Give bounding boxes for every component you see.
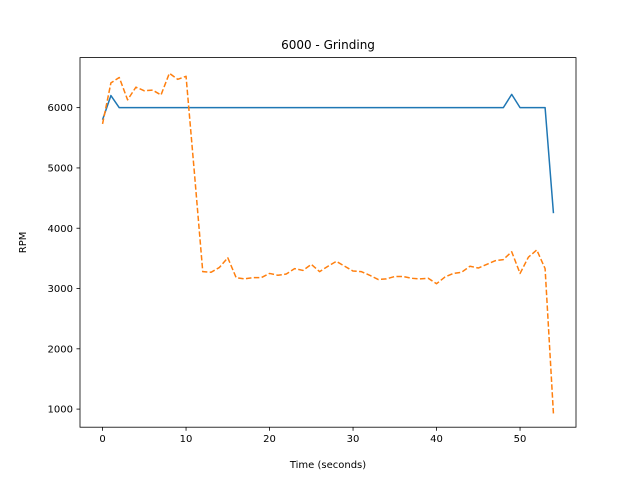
plot-frame — [79, 57, 577, 428]
x-tick-label: 50 — [514, 434, 527, 445]
series-line-2 — [101, 72, 555, 414]
y-tick-label: 2000 — [48, 344, 73, 355]
series-layer — [101, 72, 555, 414]
plot-area — [80, 57, 576, 428]
y-tick-label: 6000 — [48, 103, 73, 114]
y-axis: 1000 2000 3000 4000 5000 6000 — [48, 103, 80, 416]
y-tick-label: 4000 — [48, 224, 73, 235]
chart-title: 6000 - Grinding — [281, 38, 375, 52]
x-tick-label: 40 — [430, 434, 443, 445]
x-axis: 0 10 20 30 40 50 — [99, 427, 526, 445]
y-tick-label: 5000 — [48, 164, 73, 175]
x-tick-label: 20 — [263, 434, 276, 445]
y-tick-label: 3000 — [48, 284, 73, 295]
series-line-1 — [101, 93, 555, 214]
y-tick-label: 1000 — [48, 405, 73, 416]
x-tick-label: 0 — [99, 434, 105, 445]
y-axis-title: RPM — [18, 232, 29, 254]
x-tick-label: 30 — [347, 434, 360, 445]
x-tick-label: 10 — [180, 434, 193, 445]
x-axis-title: Time (seconds) — [289, 460, 366, 471]
